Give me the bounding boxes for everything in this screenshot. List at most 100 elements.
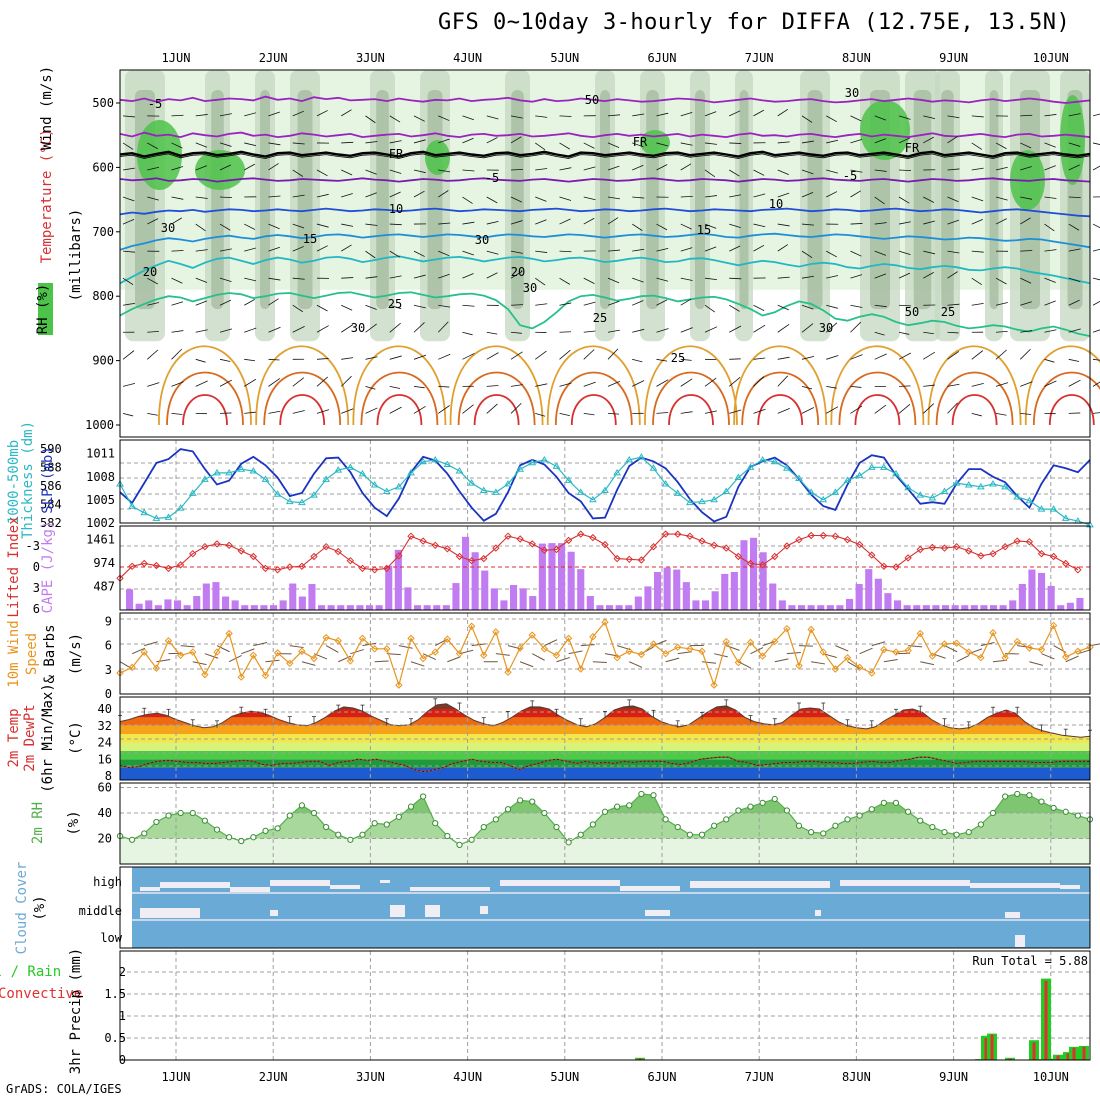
isotherm-40 [757, 394, 804, 426]
wind-barb [462, 196, 473, 204]
lifted-index-marker [298, 562, 306, 571]
wind-barb [947, 136, 958, 144]
cape-bar [874, 578, 882, 610]
wind-barb [656, 299, 668, 306]
thickness-marker [528, 458, 537, 466]
chart-title: GFS 0~10day 3-hourly for DIFFA (12.75E, … [438, 10, 1071, 35]
thickness-marker [916, 491, 925, 498]
wind-barb [874, 304, 887, 308]
rh-marker [601, 808, 609, 815]
cloud-clear-gap [1015, 935, 1025, 947]
wind-barb [341, 244, 352, 252]
wind-barb [971, 196, 984, 202]
wind-barb [438, 115, 450, 121]
wind-barb [535, 196, 547, 202]
cape-bar [990, 605, 998, 610]
rh-marker [165, 812, 172, 819]
wind-barb [438, 250, 450, 257]
cape-bar [414, 605, 422, 610]
wind-barb [995, 349, 1007, 360]
x-tick-label-bottom: 5JUN [550, 1070, 579, 1084]
wind-barb-10m [629, 661, 643, 668]
wind-barb [438, 304, 451, 308]
wind-barb [923, 331, 934, 335]
cape-bar [174, 600, 182, 610]
wind-barb [680, 111, 693, 117]
wind-barb [268, 326, 281, 333]
wind-barb [680, 411, 693, 414]
lifted-index-marker [625, 555, 633, 564]
wind-barb [874, 222, 887, 225]
wind-barb [195, 249, 208, 252]
upper-air-frame [119, 69, 1091, 438]
wind-barb [874, 169, 887, 172]
wind-barb [583, 301, 596, 306]
wind-barb [389, 250, 401, 258]
thickness-marker [904, 483, 913, 491]
y-tick-label: 700 [92, 225, 114, 239]
wind-barb-10m [447, 656, 461, 663]
wind-barb [704, 246, 717, 252]
isotherm-35 [554, 371, 633, 426]
wind-barb [947, 351, 960, 360]
rh-marker [444, 832, 451, 840]
temp-frame [119, 696, 1091, 781]
thickness-marker [673, 489, 682, 496]
temp-band [120, 717, 1090, 726]
contour-label: 25 [671, 351, 685, 365]
cape-bar [951, 605, 959, 610]
rh-shading-column-dark [211, 90, 224, 310]
thickness-marker [297, 498, 306, 506]
wind-speed-marker [868, 669, 876, 677]
lifted-index-marker [783, 542, 791, 550]
lifted-index-marker [431, 541, 439, 550]
isotherm-30 [546, 345, 641, 426]
wind-barb [365, 407, 378, 414]
wind-barb [413, 139, 426, 144]
wind-barb [486, 352, 499, 360]
wind-barb [171, 330, 184, 333]
wind-barb [341, 357, 354, 360]
cloud-clear-gap [390, 905, 405, 917]
wind-barb [632, 277, 644, 283]
thickness-marker [467, 479, 476, 486]
wind-barb [680, 327, 693, 333]
wind-barb [365, 250, 376, 259]
wind-barb-10m [216, 645, 230, 653]
wind-barb [583, 217, 595, 225]
cape-bar [759, 552, 767, 610]
wind-barb [341, 141, 354, 144]
wind-barb [535, 413, 546, 417]
cape-bar [442, 605, 450, 610]
wind-speed-marker [322, 633, 330, 642]
rh-marker [480, 823, 487, 831]
wind-barb [219, 164, 232, 171]
rh-marker [1074, 812, 1081, 819]
wind-barb [340, 375, 352, 387]
wind-barb [680, 163, 692, 171]
wind-barb-10m [144, 641, 158, 647]
wind-barb [365, 356, 378, 360]
wind-speed-marker [928, 652, 937, 660]
rh-marker [262, 827, 269, 834]
thickness-marker [710, 495, 719, 503]
wind-barb [753, 408, 766, 414]
wind-barb [607, 277, 620, 284]
wind-barb [389, 191, 401, 198]
lifted-index-marker [516, 535, 524, 543]
wind-barb [704, 326, 718, 333]
wind-barb [559, 115, 572, 117]
rh-marker [310, 809, 318, 817]
wind-barb [995, 218, 1007, 225]
cape-bar [289, 583, 297, 610]
thickness-marker [892, 469, 900, 477]
wind-barb-10m [204, 653, 219, 659]
wind-barb [244, 378, 257, 387]
wind-barb [146, 349, 159, 360]
temp-band [120, 767, 1090, 776]
wind-barb [1020, 277, 1032, 284]
x-tick-label-top: 1JUN [162, 51, 191, 65]
cape-bar [529, 596, 537, 610]
wind-barb [801, 304, 814, 310]
wind-barb [704, 277, 717, 281]
